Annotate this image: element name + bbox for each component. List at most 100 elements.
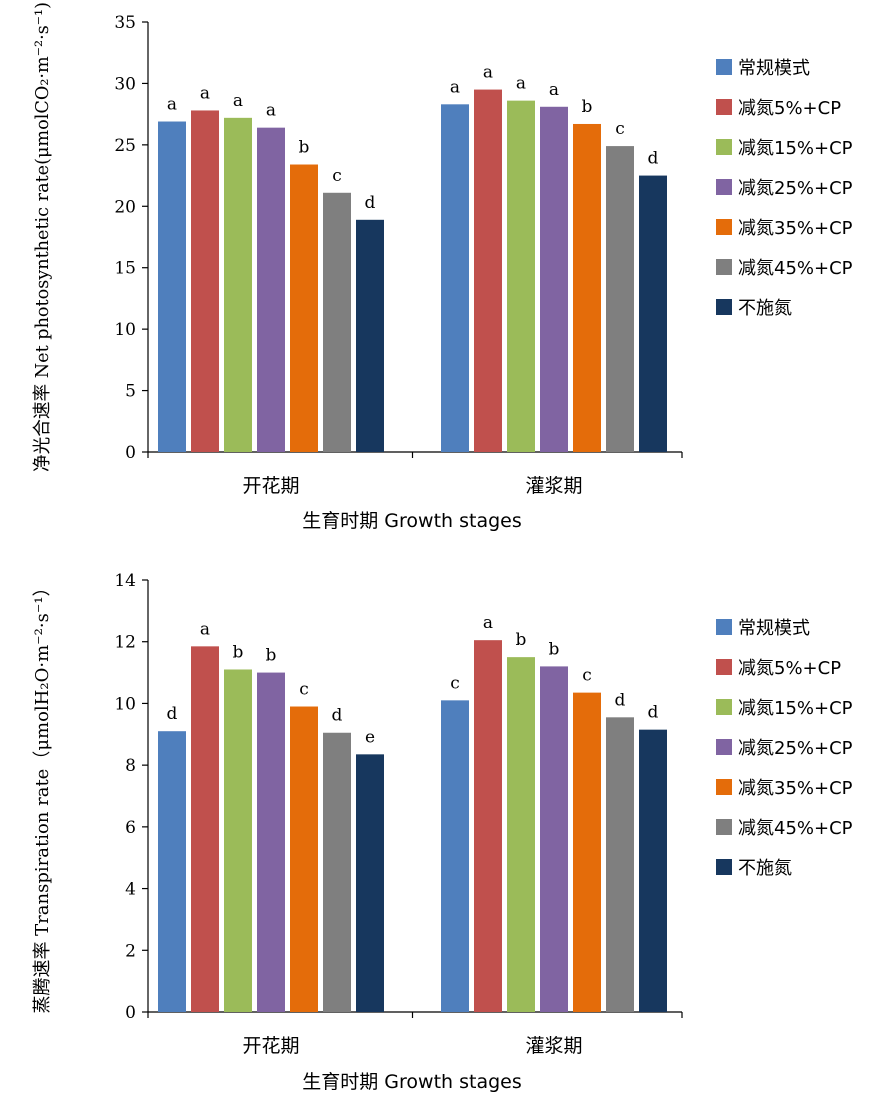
legend-label: 不施氮 [738,858,792,879]
legend-swatch [716,819,732,835]
significance-label: c [299,680,309,700]
significance-label: a [233,91,243,111]
y-tick-label: 4 [125,880,136,900]
significance-label: d [648,703,659,723]
legend-label: 减氮15%+CP [738,698,853,719]
legend-label: 减氮45%+CP [738,818,853,839]
bar [356,754,384,1012]
legend-label: 减氮25%+CP [738,738,853,759]
legend-label: 减氮25%+CP [738,178,853,199]
bar [290,164,318,452]
significance-label: a [200,83,210,103]
bar [191,646,219,1012]
significance-label: d [332,706,343,726]
legend-label: 常规模式 [738,618,810,639]
y-tick-label: 2 [125,941,136,961]
bar [323,192,351,452]
significance-label: c [582,666,592,686]
legend-label: 常规模式 [738,58,810,79]
significance-label: d [167,704,178,724]
x-category-label: 灌浆期 [525,475,582,497]
bar [191,110,219,452]
bar [158,121,186,452]
legend-swatch [716,659,732,675]
y-tick-label: 0 [125,1003,136,1023]
legend-swatch [716,779,732,795]
legend-swatch [716,99,732,115]
significance-label: d [615,690,626,710]
significance-label: a [483,63,493,83]
significance-label: d [648,149,659,169]
y-tick-label: 15 [114,259,136,279]
significance-label: a [483,613,493,633]
significance-label: a [167,95,177,115]
bar [441,104,469,453]
y-axis-title: 蒸腾速率 Transpiration rate（μmolH₂O·m⁻²·s⁻¹） [32,578,53,1013]
significance-label: b [549,639,560,659]
y-tick-label: 8 [125,756,136,776]
bar [257,127,285,453]
legend-label: 减氮45%+CP [738,258,853,279]
bar [474,89,502,453]
bar [639,175,667,453]
bar [507,657,535,1012]
y-tick-label: 10 [114,694,136,714]
legend-label: 减氮35%+CP [738,218,853,239]
bar [540,666,568,1012]
bar [158,731,186,1012]
bar [290,706,318,1012]
significance-label: a [450,77,460,97]
y-tick-label: 5 [125,382,136,402]
bar [573,123,601,452]
legend-swatch [716,59,732,75]
y-axis-title: 净光合速率 Net photosynthetic rate(μmolCO₂·m⁻… [32,2,53,472]
y-tick-label: 0 [125,443,136,463]
significance-label: b [266,646,277,666]
x-category-label: 开花期 [242,475,299,497]
bar [573,692,601,1012]
x-category-label: 灌浆期 [525,1035,582,1057]
significance-label: b [233,642,244,662]
bar [224,117,252,452]
legend-label: 减氮5%+CP [738,658,841,679]
significance-label: b [299,138,310,158]
bar [639,729,667,1012]
bar [224,669,252,1012]
significance-label: a [516,74,526,94]
legend-swatch [716,739,732,755]
bar [474,640,502,1012]
legend-swatch [716,859,732,875]
bar [441,700,469,1012]
significance-label: b [582,97,593,117]
x-axis-title: 生育时期 Growth stages [302,1071,522,1093]
y-tick-label: 20 [114,197,136,217]
legend-swatch [716,259,732,275]
bar [540,106,568,453]
legend-swatch [716,619,732,635]
significance-label: c [450,673,460,693]
significance-label: a [266,101,276,121]
bar [507,100,535,452]
bar [606,146,634,453]
y-tick-label: 25 [114,136,136,156]
x-category-label: 开花期 [242,1035,299,1057]
legend-swatch [716,699,732,715]
y-tick-label: 6 [125,818,136,838]
significance-label: a [200,619,210,639]
bar [606,717,634,1012]
legend-swatch [716,139,732,155]
bar [257,672,285,1012]
y-tick-label: 30 [114,74,136,94]
legend-swatch [716,219,732,235]
legend-label: 减氮5%+CP [738,98,841,119]
legend-label: 不施氮 [738,298,792,319]
significance-label: a [549,80,559,100]
significance-label: c [332,166,342,186]
legend-swatch [716,179,732,195]
y-tick-label: 12 [114,633,136,653]
y-tick-label: 10 [114,320,136,340]
legend-swatch [716,299,732,315]
